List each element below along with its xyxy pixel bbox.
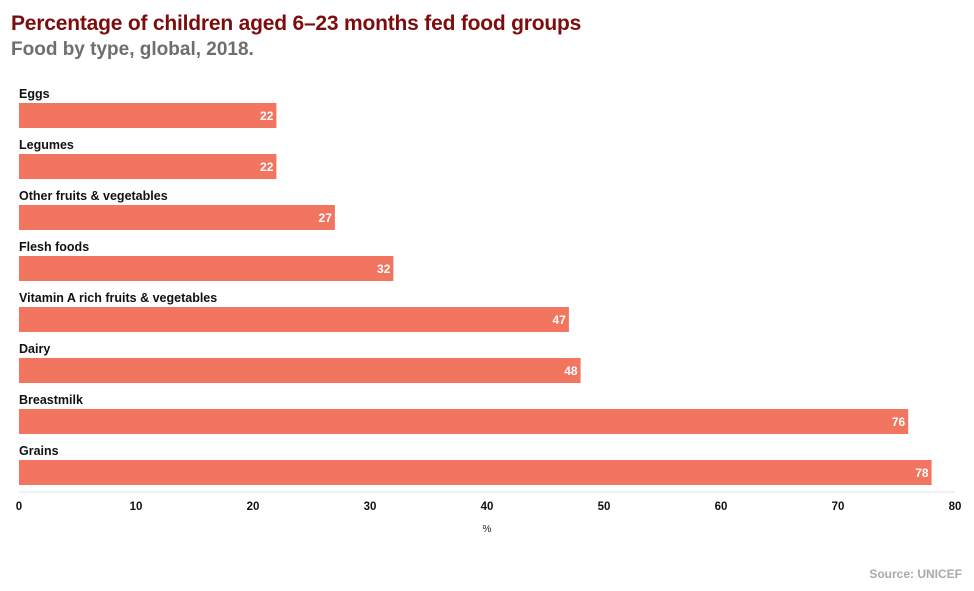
category-label: Grains <box>19 444 59 458</box>
x-tick-label: 30 <box>364 501 377 513</box>
x-tick-label: 70 <box>832 501 845 513</box>
chart-subtitle: Food by type, global, 2018. <box>11 39 254 60</box>
x-tick-label: 50 <box>598 501 611 513</box>
bar <box>19 358 581 383</box>
x-axis-ticks: 0 10 20 30 40 50 60 70 80 <box>16 501 962 513</box>
bar-value-label: 78 <box>915 466 929 480</box>
bar <box>19 103 277 128</box>
bar-value-label: 32 <box>377 262 391 276</box>
x-axis-label: % <box>483 524 492 535</box>
chart-title: Percentage of children aged 6–23 months … <box>11 12 582 35</box>
category-label: Eggs <box>19 87 50 101</box>
bar-value-label: 22 <box>260 160 274 174</box>
x-tick-label: 10 <box>130 501 143 513</box>
category-label: Other fruits & vegetables <box>19 189 168 203</box>
bar <box>19 307 569 332</box>
category-label: Flesh foods <box>19 240 89 254</box>
category-label: Legumes <box>19 138 74 152</box>
bar-value-label: 27 <box>319 211 333 225</box>
source-note: Source: UNICEF <box>869 567 962 581</box>
bar <box>19 409 909 434</box>
category-label: Dairy <box>19 342 50 356</box>
x-tick-label: 60 <box>715 501 728 513</box>
x-tick-label: 0 <box>16 501 22 513</box>
category-label: Vitamin A rich fruits & vegetables <box>19 291 217 305</box>
category-label: Breastmilk <box>19 393 83 407</box>
bar <box>19 154 277 179</box>
bar-value-label: 22 <box>260 109 274 123</box>
bar-value-label: 48 <box>564 364 578 378</box>
bar-value-label: 76 <box>892 415 906 429</box>
bar-value-label: 47 <box>553 313 567 327</box>
bar <box>19 256 394 281</box>
bar <box>19 205 335 230</box>
x-tick-label: 20 <box>247 501 260 513</box>
bar <box>19 460 932 485</box>
x-tick-label: 40 <box>481 501 494 513</box>
x-tick-label: 80 <box>949 501 962 513</box>
bars-layer: Eggs 22 Legumes 22 Other fruits & vegetables… <box>19 87 932 485</box>
